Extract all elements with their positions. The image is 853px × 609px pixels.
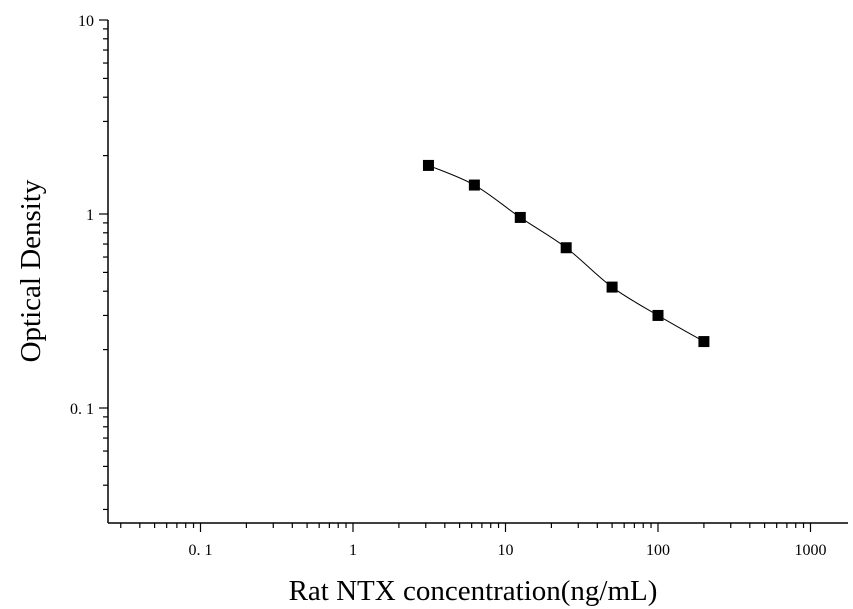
tick-labels: 0. 1 1 10 100 1000 0. 1 1 10 xyxy=(70,13,827,559)
x-axis-title: Rat NTX concentration(ng/mL) xyxy=(289,575,658,607)
data-point xyxy=(514,211,526,223)
y-tick-label: 0. 1 xyxy=(70,401,94,418)
data-point xyxy=(698,336,710,348)
x-tick-label: 0. 1 xyxy=(189,542,213,559)
data-point xyxy=(606,281,618,293)
y-axis-title: Optical Density xyxy=(15,179,47,362)
data-points xyxy=(422,159,710,348)
axes xyxy=(99,19,848,532)
data-point xyxy=(422,159,434,171)
y-tick-label: 1 xyxy=(86,207,94,224)
x-tick-label: 1 xyxy=(349,542,357,559)
y-tick-label: 10 xyxy=(78,13,94,30)
x-tick-label: 10 xyxy=(498,542,514,559)
data-point xyxy=(652,309,664,321)
data-point xyxy=(468,179,480,191)
x-tick-label: 100 xyxy=(646,542,670,559)
data-point xyxy=(560,242,572,254)
x-tick-label: 1000 xyxy=(795,542,827,559)
